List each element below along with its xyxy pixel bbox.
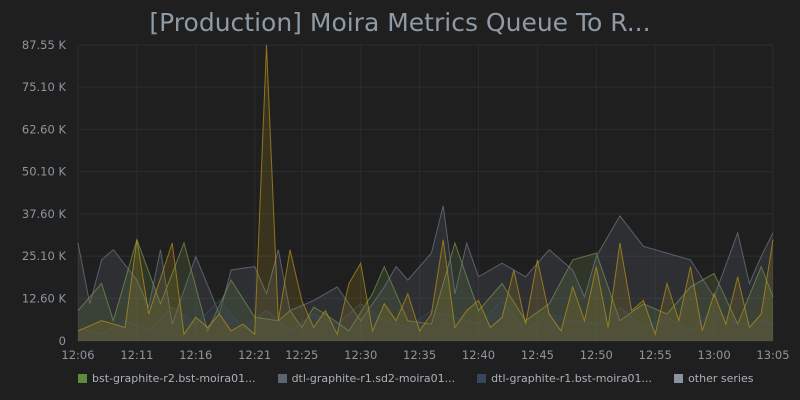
x-tick-label: 13:05 (756, 348, 789, 362)
x-tick-label: 13:00 (698, 348, 731, 362)
series-area (78, 239, 773, 341)
x-tick-label: 12:50 (580, 348, 613, 362)
series-area (78, 205, 773, 341)
y-tick-label: 37.60 K (22, 207, 67, 221)
x-tick-label: 12:21 (238, 348, 271, 362)
x-tick-label: 12:16 (179, 348, 212, 362)
series-line (77, 205, 774, 325)
legend-swatch (674, 374, 684, 383)
y-tick-label: 75.10 K (22, 80, 67, 94)
legend-swatch (477, 374, 487, 383)
series-area (78, 45, 773, 341)
y-tick-label: 12.60 K (22, 291, 67, 305)
legend-item-other-series[interactable]: other series (674, 372, 753, 385)
x-tick-label: 12:06 (61, 348, 94, 362)
legend-label: dtl-graphite-r1.sd2-moira01... (291, 372, 456, 385)
x-tick-label: 12:11 (120, 348, 153, 362)
x-tick-label: 12:25 (285, 348, 318, 362)
x-tick-label: 12:55 (639, 348, 672, 362)
panel-title[interactable]: [Production] Moira Metrics Queue To R... (149, 8, 651, 37)
x-axis-ticks: 12:06 12:11 12:16 12:21 12:25 12:30 12:35 12:40… (61, 348, 789, 362)
series-line (77, 45, 774, 336)
legend-label: other series (688, 372, 754, 385)
y-tick-label: 62.60 K (22, 122, 67, 136)
legend-item-dtl-graphite-r1-bst[interactable]: dtl-graphite-r1.bst-moira01... (477, 372, 652, 385)
x-tick-label: 12:45 (521, 348, 554, 362)
series-line (77, 238, 774, 333)
legend-swatch (78, 374, 87, 383)
y-tick-label: 87.55 K (22, 38, 67, 52)
y-axis-ticks: 0 12.60 K 25.10 K 37.60 K 50.10 K 62.60 K 75.1… (22, 38, 67, 348)
legend-item-bst-graphite-r2[interactable]: bst-graphite-r2.bst-moira01... (78, 372, 256, 385)
legend-swatch (277, 374, 287, 383)
y-tick-label: 0 (59, 334, 66, 348)
x-tick-label: 12:35 (403, 348, 436, 362)
y-tick-label: 25.10 K (22, 249, 67, 263)
legend-label: bst-graphite-r2.bst-moira01... (92, 372, 256, 385)
legend-label: dtl-graphite-r1.bst-moira01... (491, 372, 653, 385)
y-tick-label: 50.10 K (22, 165, 67, 179)
x-tick-label: 12:40 (462, 348, 495, 362)
legend: bst-graphite-r2.bst-moira01... dtl-graph… (78, 372, 753, 385)
series-areas (77, 45, 774, 341)
series-line (77, 299, 774, 335)
series-area (78, 300, 773, 341)
grid-lines (77, 44, 774, 342)
legend-item-dtl-graphite-r1-sd2[interactable]: dtl-graphite-r1.sd2-moira01... (277, 372, 456, 385)
x-tick-label: 12:30 (344, 348, 377, 362)
